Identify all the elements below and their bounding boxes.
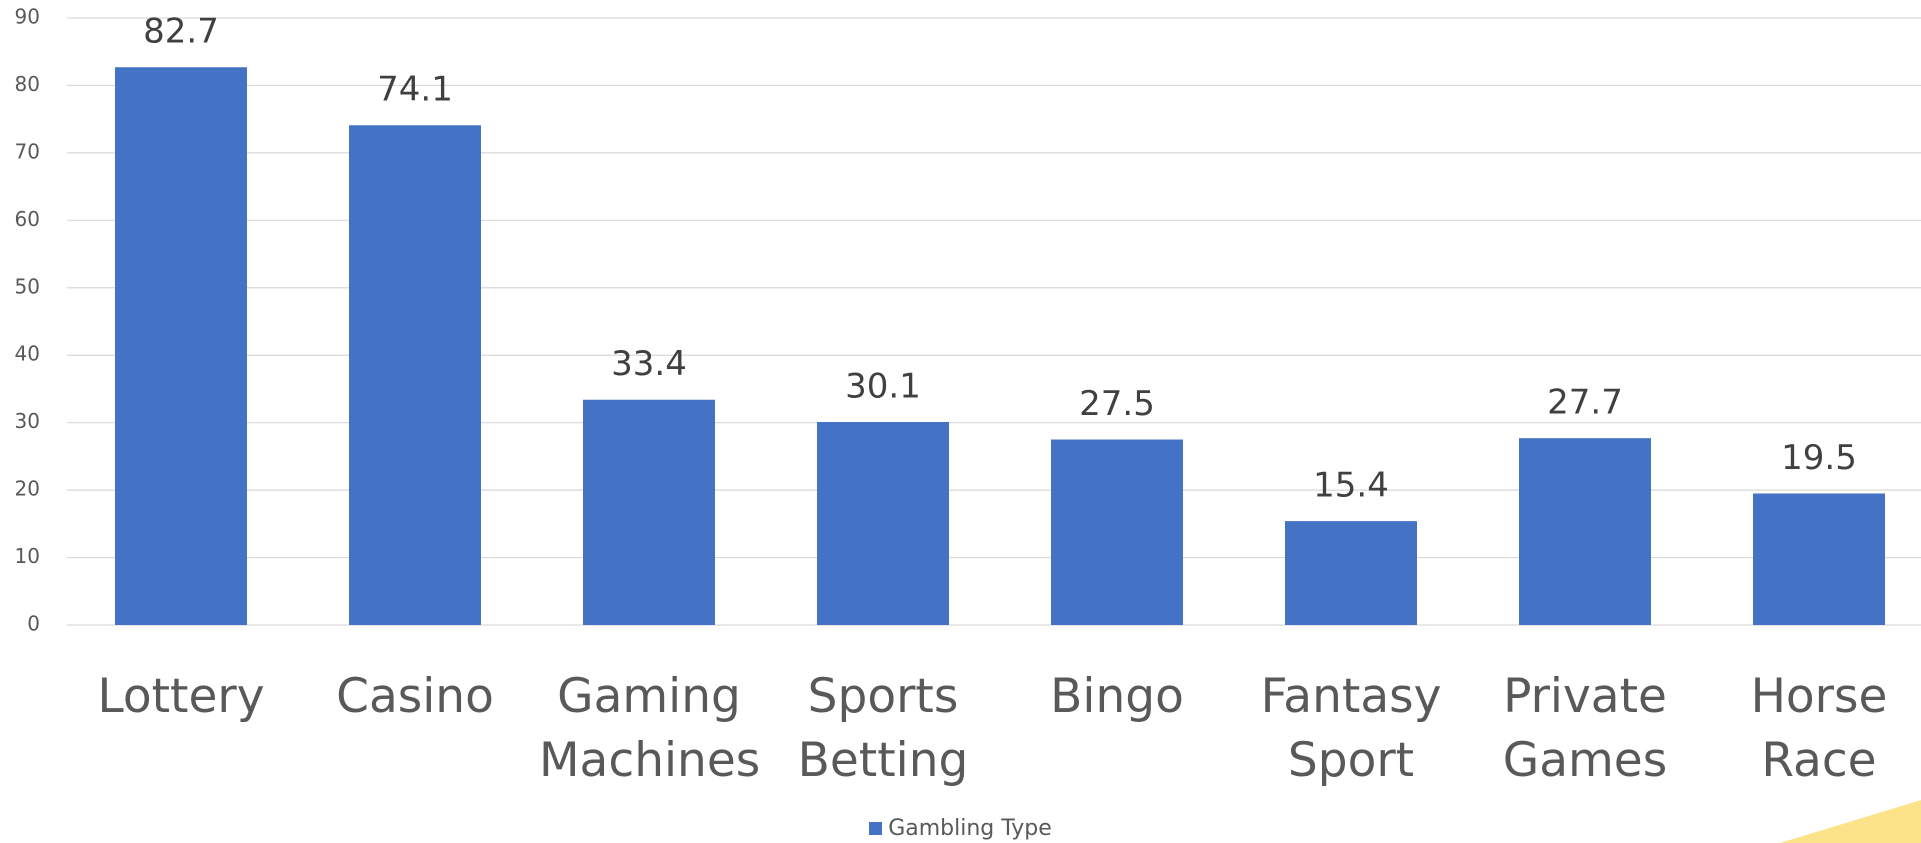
bar: [1051, 439, 1183, 625]
decoration: [1780, 800, 1921, 843]
x-tick-label: Lottery: [97, 669, 265, 724]
bar: [1285, 521, 1417, 625]
y-tick-label: 30: [15, 409, 40, 433]
y-tick-label: 10: [15, 544, 40, 568]
bar: [817, 421, 949, 625]
legend: Gambling Type: [0, 816, 1921, 841]
x-tick-label: Horse Race: [1750, 669, 1888, 788]
bar: [1753, 493, 1885, 625]
x-tick-label: Private Games: [1502, 669, 1668, 788]
value-label: 15.4: [1313, 466, 1389, 506]
x-tick-label: Casino: [336, 669, 494, 724]
y-tick-label: 90: [15, 5, 40, 29]
value-label: 27.7: [1547, 383, 1623, 423]
legend-label: Gambling Type: [888, 816, 1052, 841]
y-tick-label: 0: [27, 612, 40, 636]
bar: [1519, 438, 1651, 625]
value-label: 33.4: [611, 344, 687, 384]
y-tick-label: 60: [15, 207, 40, 231]
value-label: 74.1: [377, 70, 453, 110]
legend-swatch: [869, 822, 883, 835]
x-tick-label: Sports Betting: [797, 669, 969, 788]
y-tick-label: 70: [15, 139, 40, 163]
y-tick-label: 40: [15, 342, 40, 366]
x-tick-label: Gaming Machines: [539, 669, 761, 788]
value-label: 30.1: [845, 366, 921, 406]
bar: [115, 67, 247, 626]
value-label: 82.7: [143, 12, 219, 52]
x-tick-label: Bingo: [1050, 669, 1184, 724]
y-tick-label: 20: [15, 477, 40, 501]
bar: [349, 125, 481, 625]
y-tick-label: 80: [15, 72, 40, 96]
value-label: 27.5: [1079, 384, 1155, 424]
value-label: 19.5: [1781, 438, 1857, 478]
y-tick-label: 50: [15, 274, 40, 298]
bar: [583, 399, 715, 625]
x-tick-label: Fantasy Sport: [1260, 669, 1442, 788]
